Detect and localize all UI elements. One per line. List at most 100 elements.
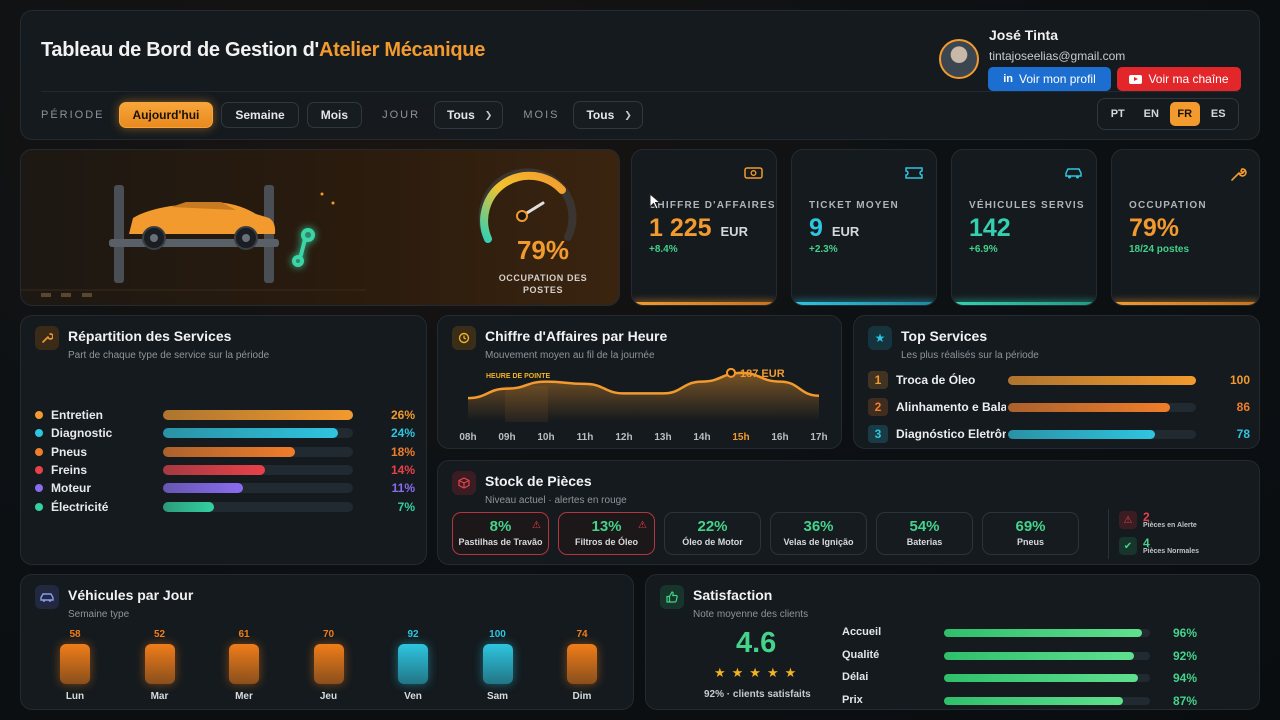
star-icon: ★	[868, 326, 892, 350]
kpi-delta: +8.4%	[649, 244, 678, 255]
kpi-value: 142	[969, 214, 1011, 242]
page-title: Tableau de Bord de Gestion d'Atelier Méc…	[41, 39, 486, 61]
lang-en-button[interactable]: EN	[1143, 108, 1159, 120]
section-title: Stock de Pièces	[485, 473, 592, 489]
progress-fill	[1008, 430, 1155, 439]
stock-item-card[interactable]: 8% Pastilhas de Travão ⚠	[452, 512, 549, 555]
progress-fill	[163, 483, 244, 494]
day-select[interactable]: Tous ❯	[434, 101, 504, 129]
top-service-value: 100	[1229, 373, 1250, 387]
x-tick-label: 11h	[577, 432, 594, 443]
criterion-name: Délai	[842, 671, 869, 684]
progress-track	[163, 428, 353, 439]
x-tick-label: 15h	[732, 432, 749, 443]
occupation-value: 79%	[516, 235, 570, 265]
normal-summary: ✔ 4 Pièces Normales	[1119, 537, 1199, 555]
month-select[interactable]: Tous ❯	[573, 101, 643, 129]
progress-fill	[944, 674, 1138, 683]
car-icon	[1065, 168, 1082, 179]
stock-level: 22%	[697, 518, 728, 535]
lang-es-button[interactable]: ES	[1210, 108, 1226, 120]
day-label: Ven	[404, 691, 422, 702]
x-tick-label: 09h	[498, 432, 515, 443]
progress-fill	[944, 697, 1124, 706]
service-percent: 26%	[390, 408, 415, 422]
stock-summary: ⚠ 2 Pièces en Alerte ✔ 4 Pièces Normales	[1108, 509, 1248, 559]
criterion-percent: 96%	[1173, 626, 1198, 640]
satisfaction-row: Délai 94%	[842, 670, 1242, 686]
day-column: 70 Jeu	[309, 629, 349, 702]
box-icon	[452, 471, 476, 495]
service-percent: 14%	[390, 462, 415, 477]
kpi-delta: +2.3%	[809, 244, 838, 255]
day-column: 74 Dim	[562, 629, 602, 702]
progress-track	[1008, 403, 1196, 412]
day-bar	[60, 644, 90, 684]
section-subtitle: Les plus réalisés sur la période	[901, 350, 1039, 361]
kpi-card-avg-ticket: TICKET MOYEN 9 EUR +2.3%	[791, 149, 937, 306]
section-subtitle: Niveau actuel · alertes en rouge	[485, 495, 627, 506]
star-rating: ★★★★★	[714, 665, 803, 680]
occupation-label: OCCUPATION DES POSTES	[498, 273, 588, 295]
revenue-area	[468, 372, 819, 421]
progress-fill	[944, 651, 1134, 660]
view-channel-button[interactable]: Voir ma chaîne	[1117, 67, 1241, 91]
view-profile-button[interactable]: in Voir mon profil	[988, 67, 1111, 91]
section-title: Top Services	[901, 328, 988, 344]
progress-track	[944, 697, 1150, 706]
wrench-icon	[292, 228, 315, 267]
legend-dot	[35, 484, 43, 493]
avatar[interactable]	[939, 39, 979, 79]
x-tick-label: 08h	[459, 432, 476, 443]
chevron-down-icon: ❯	[624, 109, 632, 120]
section-subtitle: Semaine type	[68, 609, 130, 620]
stock-item-card[interactable]: 69% Pneus	[982, 512, 1079, 555]
stock-level: 54%	[909, 518, 940, 535]
period-week-button[interactable]: Semaine	[221, 102, 299, 128]
criterion-percent: 92%	[1173, 648, 1198, 663]
kpi-card-occupation: OCCUPATION 79% 18/24 postes	[1111, 149, 1260, 306]
day-bar	[229, 644, 259, 684]
peak-hour-label: HEURE DE POINTE	[486, 373, 551, 380]
kpi-label: CHIFFRE D'AFFAIRES	[649, 200, 776, 211]
kpi-delta: 18/24 postes	[1129, 244, 1190, 255]
service-name: Freins	[51, 462, 88, 477]
stock-item-name: Velas de Ignição	[783, 537, 854, 547]
x-tick-label: 12h	[615, 432, 632, 443]
kpi-delta: +6.9%	[969, 244, 998, 255]
section-subtitle: Note moyenne des clients	[693, 609, 809, 620]
stock-item-card[interactable]: 13% Filtros de Óleo ⚠	[558, 512, 655, 555]
stock-item-card[interactable]: 54% Baterias	[876, 512, 973, 555]
service-share-row: Moteur 11%	[35, 480, 415, 496]
peak-point	[726, 367, 736, 378]
progress-track	[944, 674, 1150, 683]
stock-item-card[interactable]: 22% Óleo de Motor	[664, 512, 761, 555]
lang-pt-button[interactable]: PT	[1110, 108, 1125, 120]
stock-level: 13%	[591, 518, 622, 535]
legend-dot	[35, 465, 43, 474]
day-value: 61	[238, 629, 250, 640]
x-tick-label: 14h	[693, 432, 710, 443]
revenue-per-hour-panel: Chiffre d'Affaires par Heure Mouvement m…	[437, 315, 842, 449]
period-month-button[interactable]: Mois	[306, 102, 363, 128]
car-icon	[35, 585, 59, 609]
progress-fill	[163, 428, 339, 439]
service-name: Pneus	[51, 444, 88, 459]
day-column: 92 Ven	[393, 629, 433, 702]
x-tick-label: 13h	[654, 432, 671, 443]
satisfaction-panel: Satisfaction Note moyenne des clients 4.…	[645, 574, 1260, 710]
day-bar	[482, 644, 513, 684]
legend-dot	[35, 429, 43, 438]
progress-fill	[944, 629, 1142, 637]
day-label: Mer	[235, 691, 253, 702]
peak-value-label: 187 EUR	[740, 368, 785, 380]
stock-item-name: Filtros de Óleo	[574, 537, 638, 547]
stock-item-card[interactable]: 36% Velas de Ignição	[770, 512, 867, 555]
day-value: 58	[69, 629, 81, 640]
ticket-icon	[905, 167, 923, 179]
kpi-card-revenue: CHIFFRE D'AFFAIRES 1 225 EUR +8.4%	[631, 149, 777, 306]
kpi-accent-bar	[952, 302, 1096, 305]
lang-fr-button[interactable]: FR	[1169, 102, 1200, 126]
satisfaction-footer: 92% · clients satisfaits	[704, 689, 811, 700]
period-today-button[interactable]: Aujourd'hui	[118, 102, 214, 128]
